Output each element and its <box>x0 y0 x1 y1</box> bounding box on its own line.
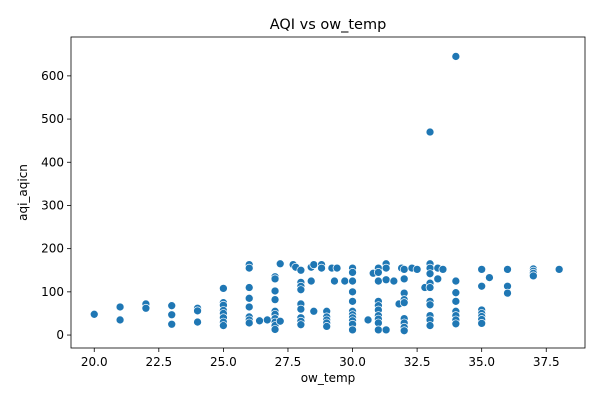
scatter-point <box>332 263 342 273</box>
scatter-point <box>167 301 177 311</box>
scatter-point <box>296 285 306 295</box>
scatter-point <box>438 265 448 274</box>
scatter-point <box>399 265 409 274</box>
scatter-point <box>219 284 228 293</box>
scatter-point <box>275 316 285 326</box>
scatter-point <box>141 303 151 313</box>
scatter-point <box>270 286 280 296</box>
scatter-point <box>244 302 254 312</box>
scatter-point <box>425 321 435 330</box>
scatter-point <box>296 320 306 330</box>
scatter-point <box>219 321 228 330</box>
scatter-point <box>425 300 435 310</box>
scatter-point <box>306 276 316 286</box>
scatter-point <box>477 265 487 274</box>
scatter-point <box>255 316 264 326</box>
scatter-point <box>348 325 357 335</box>
scatter-point <box>451 319 461 329</box>
scatter-point <box>244 283 254 292</box>
scatter-point <box>399 274 409 284</box>
scatter-point <box>322 322 332 331</box>
plot-area-frame <box>70 36 586 349</box>
scatter-point <box>348 276 357 286</box>
x-tick-label: 30.0 <box>339 355 366 369</box>
scatter-point <box>348 297 357 306</box>
scatter-point <box>270 274 280 284</box>
x-axis-title: ow_temp <box>301 371 356 385</box>
scatter-point <box>477 319 487 328</box>
scatter-point <box>330 276 339 286</box>
x-tick-label: 27.5 <box>275 355 302 369</box>
scatter-point <box>381 275 391 285</box>
scatter-point <box>348 287 357 297</box>
scatter-point <box>275 259 285 269</box>
y-tick-label: 600 <box>41 69 64 83</box>
scatter-point <box>340 276 350 286</box>
scatter-point <box>244 318 254 328</box>
scatter-point <box>89 309 99 319</box>
scatter-point <box>503 265 512 274</box>
y-tick-label: 500 <box>41 112 64 126</box>
scatter-point <box>317 263 326 273</box>
scatter-point <box>528 271 538 281</box>
scatter-point <box>374 325 383 335</box>
scatter-point <box>451 288 461 298</box>
scatter-point <box>270 325 280 334</box>
scatter-point <box>296 265 306 275</box>
scatter-point <box>262 315 272 325</box>
scatter-point <box>433 274 443 284</box>
scatter-point <box>451 297 461 306</box>
scatter-point <box>270 295 280 304</box>
scatter-point <box>485 273 494 282</box>
y-tick-label: 200 <box>41 242 64 256</box>
scatter-point <box>477 281 487 291</box>
scatter-point <box>503 288 512 298</box>
scatter-point <box>425 127 435 137</box>
scatter-point <box>167 310 177 320</box>
x-tick-label: 37.5 <box>533 355 560 369</box>
x-tick-label: 32.5 <box>404 355 431 369</box>
scatter-point <box>115 315 125 325</box>
scatter-point <box>193 306 202 316</box>
scatter-point <box>244 293 254 303</box>
scatter-point <box>451 52 461 61</box>
scatter-point <box>381 325 391 335</box>
scatter-point <box>296 304 306 314</box>
y-tick-label: 100 <box>41 285 64 299</box>
data-points <box>89 52 564 336</box>
x-tick-label: 20.0 <box>81 355 108 369</box>
y-axis-title: aqi_aqicn <box>16 164 30 221</box>
scatter-point <box>381 263 391 273</box>
y-tick-label: 400 <box>41 155 64 169</box>
scatter-point <box>193 317 202 327</box>
scatter-point <box>412 265 422 274</box>
scatter-point <box>309 306 319 316</box>
scatter-point <box>399 326 409 336</box>
x-tick-label: 35.0 <box>468 355 495 369</box>
scatter-point <box>425 283 435 292</box>
y-tick-label: 300 <box>41 198 64 212</box>
scatter-point <box>554 265 564 274</box>
y-tick-label: 0 <box>56 328 64 342</box>
scatter-point <box>244 263 254 273</box>
scatter-point <box>425 269 435 279</box>
x-tick-label: 25.0 <box>210 355 237 369</box>
scatter-point <box>374 276 383 286</box>
scatter-point <box>348 268 357 277</box>
scatter-point <box>399 298 409 307</box>
chart-title: AQI vs ow_temp <box>270 17 387 33</box>
scatter-point <box>374 268 383 277</box>
scatter-point <box>167 319 177 329</box>
scatter-point <box>115 302 125 312</box>
scatter-point <box>451 276 461 286</box>
scatter-point <box>309 260 319 269</box>
x-tick-label: 22.5 <box>145 355 172 369</box>
scatter-point <box>363 315 373 325</box>
scatter-point <box>389 276 399 286</box>
